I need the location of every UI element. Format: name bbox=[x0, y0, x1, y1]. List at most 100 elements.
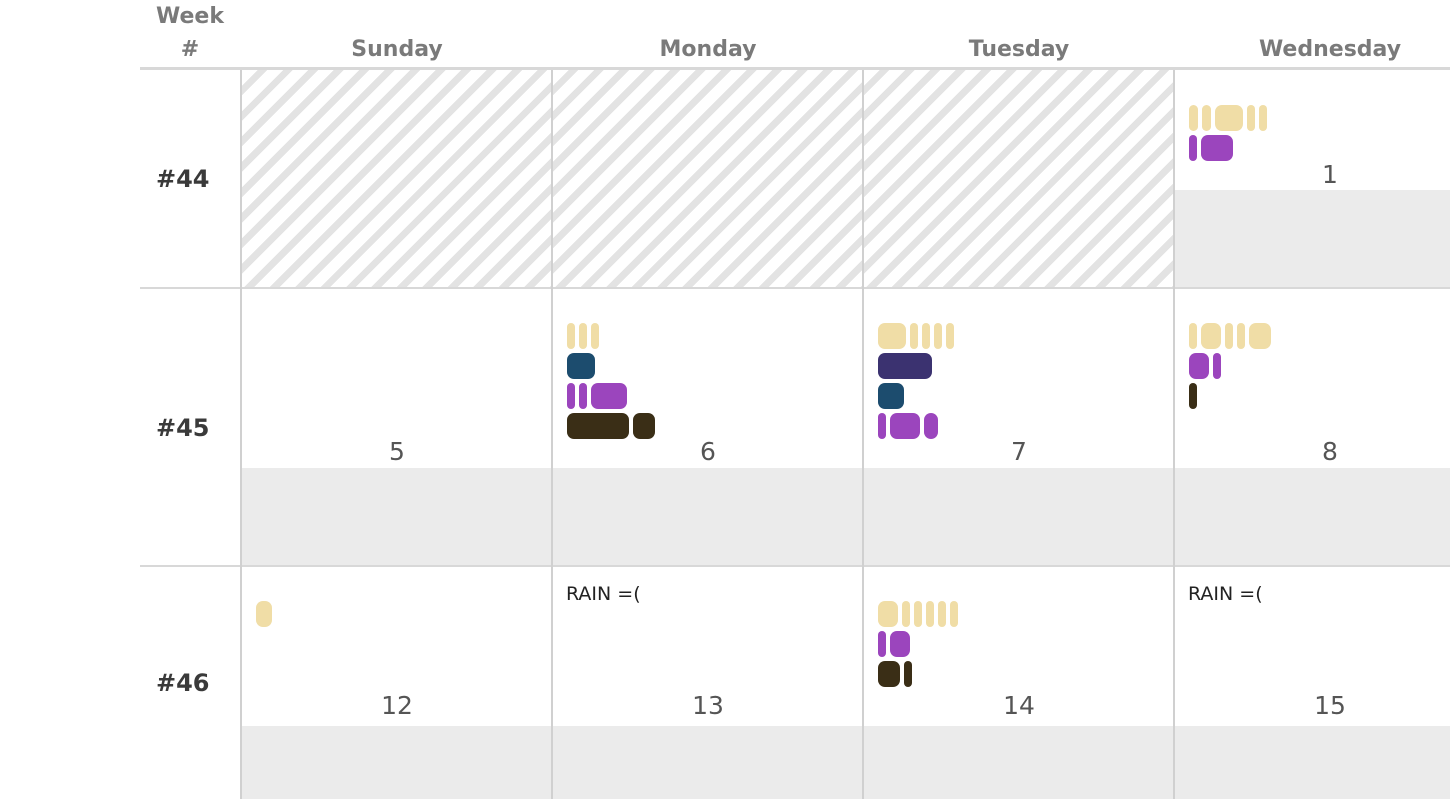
activity-pill-purple[interactable] bbox=[579, 383, 587, 409]
activity-pill-teal[interactable] bbox=[878, 383, 904, 409]
activity-pill-yellow[interactable] bbox=[878, 601, 898, 627]
activity-bar-row bbox=[567, 383, 627, 409]
day-header-tuesday: Tuesday bbox=[968, 37, 1070, 62]
activity-pill-yellow[interactable] bbox=[950, 601, 958, 627]
week-number-label: #46 bbox=[156, 669, 210, 697]
day-number: 5 bbox=[389, 437, 405, 466]
activity-pill-teal[interactable] bbox=[567, 353, 595, 379]
activity-pill-yellow[interactable] bbox=[1215, 105, 1243, 131]
day-number: 14 bbox=[1003, 691, 1035, 720]
day-number: 7 bbox=[1011, 437, 1027, 466]
activity-pill-yellow[interactable] bbox=[591, 323, 599, 349]
activity-pill-purple[interactable] bbox=[1189, 135, 1197, 161]
header-divider bbox=[140, 67, 1450, 70]
day-number: 8 bbox=[1322, 437, 1338, 466]
activity-bar-row bbox=[1189, 323, 1271, 349]
week-row-divider bbox=[140, 565, 1450, 567]
day-cell[interactable]: 13 RAIN =( bbox=[553, 567, 863, 799]
activity-pill-yellow[interactable] bbox=[878, 323, 906, 349]
activity-pill-purple[interactable] bbox=[890, 413, 920, 439]
day-cell-footer bbox=[1175, 468, 1450, 565]
activity-pill-purple[interactable] bbox=[591, 383, 627, 409]
activity-pill-yellow[interactable] bbox=[926, 601, 934, 627]
activity-pill-yellow[interactable] bbox=[1189, 323, 1197, 349]
activity-pill-yellow[interactable] bbox=[1259, 105, 1267, 131]
day-cell[interactable]: 8 bbox=[1175, 289, 1450, 565]
week-header-label: Week bbox=[156, 4, 224, 29]
activity-bar-row bbox=[1189, 353, 1221, 379]
activity-pill-brown[interactable] bbox=[633, 413, 655, 439]
activity-pill-purple[interactable] bbox=[1213, 353, 1221, 379]
day-cell[interactable]: 6 bbox=[553, 289, 863, 565]
activity-pill-yellow[interactable] bbox=[934, 323, 942, 349]
activity-pill-yellow[interactable] bbox=[1201, 323, 1221, 349]
activity-pill-yellow[interactable] bbox=[902, 601, 910, 627]
week-column-header: Week # bbox=[140, 0, 240, 68]
activity-pill-brown[interactable] bbox=[878, 661, 900, 687]
activity-pill-purple[interactable] bbox=[890, 631, 910, 657]
day-cell-footer bbox=[242, 726, 552, 799]
activity-bar-row bbox=[1189, 383, 1197, 409]
activity-bar-row bbox=[878, 413, 938, 439]
activity-bar-row bbox=[878, 601, 958, 627]
activity-pill-yellow[interactable] bbox=[1189, 105, 1198, 131]
activity-bar-row bbox=[878, 353, 932, 379]
activity-pill-brown[interactable] bbox=[567, 413, 629, 439]
activity-pill-purple[interactable] bbox=[1189, 353, 1209, 379]
activity-bar-row bbox=[256, 601, 272, 627]
activity-bar-row bbox=[878, 383, 904, 409]
day-number: 13 bbox=[692, 691, 724, 720]
activity-pill-purple[interactable] bbox=[878, 631, 886, 657]
day-cell[interactable]: 5 bbox=[242, 289, 552, 565]
day-header-wednesday: Wednesday bbox=[1258, 37, 1402, 62]
day-cell[interactable]: 14 bbox=[864, 567, 1174, 799]
day-number: 15 bbox=[1314, 691, 1346, 720]
activity-bar-row bbox=[567, 413, 655, 439]
week-row-divider bbox=[140, 287, 1450, 289]
activity-bar-row bbox=[878, 631, 910, 657]
empty-day-cell bbox=[864, 70, 1174, 287]
activity-pill-yellow[interactable] bbox=[1225, 323, 1233, 349]
day-cell[interactable]: 15 RAIN =( bbox=[1175, 567, 1450, 799]
activity-pill-purple[interactable] bbox=[567, 383, 575, 409]
activity-pill-purple[interactable] bbox=[1201, 135, 1233, 161]
activity-pill-brown[interactable] bbox=[1189, 383, 1197, 409]
day-note: RAIN =( bbox=[566, 583, 641, 605]
day-number: 1 bbox=[1322, 160, 1338, 189]
activity-pill-purple[interactable] bbox=[924, 413, 938, 439]
day-cell-footer bbox=[553, 726, 863, 799]
empty-day-cell bbox=[553, 70, 863, 287]
activity-pill-yellow[interactable] bbox=[914, 601, 922, 627]
day-cell-footer bbox=[553, 468, 863, 565]
activity-pill-yellow[interactable] bbox=[1202, 105, 1211, 131]
activity-pill-yellow[interactable] bbox=[1249, 323, 1271, 349]
day-cell-footer bbox=[1175, 190, 1450, 287]
day-cell-footer bbox=[1175, 726, 1450, 799]
activity-pill-yellow[interactable] bbox=[1237, 323, 1245, 349]
activity-pill-brown[interactable] bbox=[904, 661, 912, 687]
activity-pill-yellow[interactable] bbox=[579, 323, 587, 349]
activity-bar-row bbox=[567, 323, 599, 349]
activity-pill-yellow[interactable] bbox=[1247, 105, 1255, 131]
activity-pill-yellow[interactable] bbox=[256, 601, 272, 627]
day-cell[interactable]: 7 bbox=[864, 289, 1174, 565]
column-divider bbox=[240, 70, 242, 799]
activity-pill-yellow[interactable] bbox=[938, 601, 946, 627]
activity-pill-yellow[interactable] bbox=[946, 323, 954, 349]
day-cell[interactable]: 1 bbox=[1175, 70, 1450, 287]
activity-pill-yellow[interactable] bbox=[567, 323, 575, 349]
week-number-label: #45 bbox=[156, 413, 210, 442]
day-header-sunday: Sunday bbox=[351, 37, 443, 62]
activity-bar-row bbox=[1189, 105, 1267, 131]
column-divider bbox=[862, 70, 864, 799]
day-header-monday: Monday bbox=[659, 37, 757, 62]
activity-pill-purple[interactable] bbox=[878, 413, 886, 439]
day-number: 6 bbox=[700, 437, 716, 466]
day-cell-footer bbox=[864, 468, 1174, 565]
activity-pill-yellow[interactable] bbox=[922, 323, 930, 349]
day-note: RAIN =( bbox=[1188, 583, 1263, 605]
activity-pill-yellow[interactable] bbox=[910, 323, 918, 349]
activity-pill-navy[interactable] bbox=[878, 353, 932, 379]
activity-bar-row bbox=[878, 661, 912, 687]
day-cell[interactable]: 12 bbox=[242, 567, 552, 799]
